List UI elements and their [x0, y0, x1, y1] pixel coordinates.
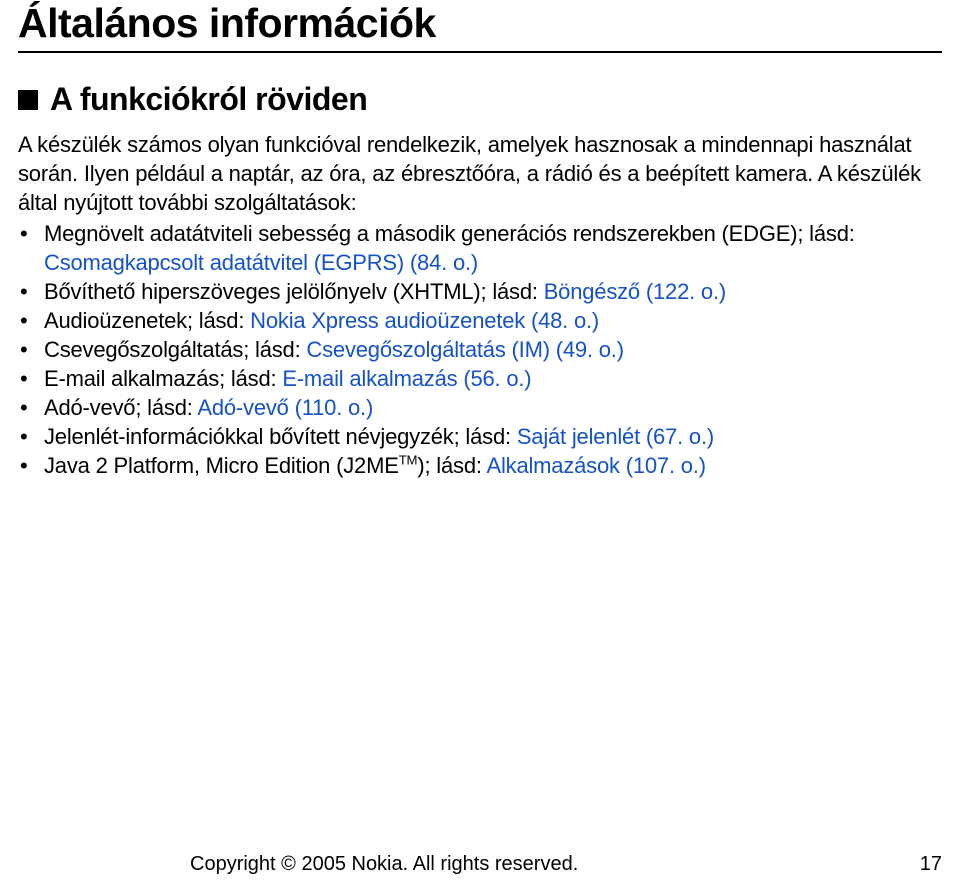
cross-ref-link[interactable]: Saját jelenlét (67. o.): [517, 424, 714, 449]
intro-paragraph: A készülék számos olyan funkcióval rende…: [18, 130, 942, 217]
square-bullet-icon: [18, 90, 38, 110]
list-item: Bővíthető hiperszöveges jelölőnyelv (XHT…: [18, 277, 942, 306]
section-heading: A funkciókról röviden: [18, 81, 942, 118]
list-item-text: Java 2 Platform, Micro Edition (J2METM);…: [44, 453, 486, 478]
list-item: Adó-vevő; lásd: Adó-vevő (110. o.): [18, 393, 942, 422]
page-footer: Copyright © 2005 Nokia. All rights reser…: [0, 853, 960, 876]
page-number: 17: [920, 853, 942, 876]
cross-ref-link[interactable]: Csomagkapcsolt adatátvitel (EGPRS) (84. …: [44, 250, 478, 275]
list-item: Csevegőszolgáltatás; lásd: Csevegőszolgá…: [18, 335, 942, 364]
cross-ref-link[interactable]: Böngésző (122. o.): [544, 279, 726, 304]
list-item-text: Bővíthető hiperszöveges jelölőnyelv (XHT…: [44, 279, 544, 304]
list-item-text: E-mail alkalmazás; lásd:: [44, 366, 282, 391]
copyright-text: Copyright © 2005 Nokia. All rights reser…: [190, 853, 578, 876]
page-title: Általános információk: [18, 0, 942, 53]
list-item: E-mail alkalmazás; lásd: E-mail alkalmaz…: [18, 364, 942, 393]
feature-list: Megnövelt adatátviteli sebesség a másodi…: [18, 219, 942, 480]
list-item-text: Adó-vevő; lásd:: [44, 395, 197, 420]
cross-ref-link[interactable]: Alkalmazások (107. o.): [486, 453, 705, 478]
list-item: Jelenlét-információkkal bővített névjegy…: [18, 422, 942, 451]
list-item-text: Audioüzenetek; lásd:: [44, 308, 250, 333]
list-item: Audioüzenetek; lásd: Nokia Xpress audioü…: [18, 306, 942, 335]
list-item-text: Jelenlét-információkkal bővített névjegy…: [44, 424, 517, 449]
list-item: Megnövelt adatátviteli sebesség a másodi…: [18, 219, 942, 277]
list-item-text: Csevegőszolgáltatás; lásd:: [44, 337, 306, 362]
cross-ref-link[interactable]: E-mail alkalmazás (56. o.): [282, 366, 531, 391]
section-heading-text: A funkciókról röviden: [50, 81, 367, 118]
cross-ref-link[interactable]: Csevegőszolgáltatás (IM) (49. o.): [306, 337, 623, 362]
cross-ref-link[interactable]: Adó-vevő (110. o.): [197, 395, 373, 420]
list-item: Java 2 Platform, Micro Edition (J2METM);…: [18, 451, 942, 480]
cross-ref-link[interactable]: Nokia Xpress audioüzenetek (48. o.): [250, 308, 599, 333]
list-item-text: Megnövelt adatátviteli sebesség a másodi…: [44, 221, 855, 246]
